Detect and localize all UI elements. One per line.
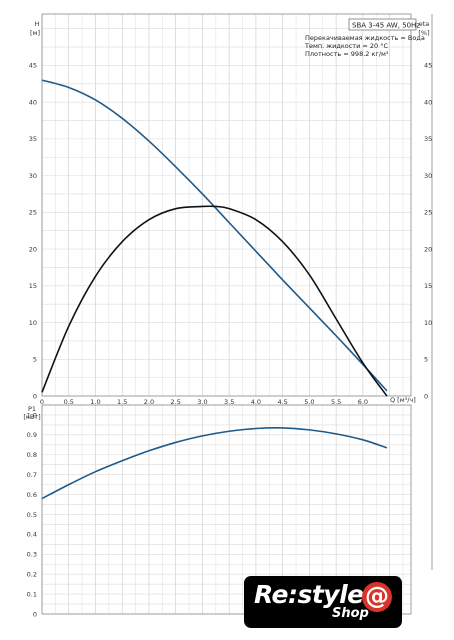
eta-tick-label: 25	[424, 209, 432, 217]
p1-tick-label: 0.6	[27, 491, 37, 499]
eta-tick-label: 30	[424, 172, 432, 180]
p1-tick-label: 1.0	[27, 411, 37, 419]
h-tick-label: 35	[29, 135, 37, 143]
head-curve	[41, 79, 388, 392]
h-tick-label: 10	[29, 319, 37, 327]
p1-tick-label: 0.4	[27, 531, 37, 539]
eta-tick-label: 35	[424, 135, 432, 143]
eta-tick-label: 20	[424, 245, 432, 253]
q-tick-label: 4.5	[277, 398, 287, 406]
power-curve	[41, 427, 388, 500]
q-tick-label: 3.5	[224, 398, 234, 406]
p1-tick-label: 0	[33, 610, 37, 618]
eta-tick-label: 5	[424, 356, 428, 364]
q-tick-label: 1.5	[117, 398, 127, 406]
logo-subtext: Shop	[332, 606, 369, 621]
p1-tick-label: 0.1	[27, 590, 37, 598]
property-liquid: Перекачиваемая жидкость = Вода	[305, 34, 425, 42]
model-title: SBA 3-45 AW, 50Hz	[352, 22, 420, 30]
h-tick-label: 5	[33, 356, 37, 364]
model-title-box	[348, 18, 417, 31]
h-tick-label: 20	[29, 245, 37, 253]
property-density: Плотность = 998.2 кг/м³	[305, 50, 389, 58]
p1-tick-label: 0.5	[27, 511, 37, 519]
q-tick-label: 0.5	[64, 398, 74, 406]
plot-frame	[41, 13, 412, 397]
eta-tick-label: 10	[424, 319, 432, 327]
eta-axis-unit: [%]	[418, 29, 429, 37]
h-axis-unit: [м]	[30, 29, 40, 37]
q-tick-label: 5.0	[304, 398, 314, 406]
upper-chart-grid	[41, 13, 433, 570]
eta-tick-label: 45	[424, 62, 432, 70]
lower-chart-ticks: 0 0.1 0.2 0.3 0.4 0.5 0.6 0.7 0.8 0.9 1.0	[27, 411, 37, 618]
q-tick-label: 3.0	[197, 398, 207, 406]
eta-tick-label: 40	[424, 98, 432, 106]
q-tick-label: 2.0	[144, 398, 154, 406]
q-axis-label: Q [м³/ч]	[390, 396, 416, 404]
q-tick-label: 1.0	[90, 398, 100, 406]
efficiency-curve	[41, 205, 388, 397]
h-tick-label: 40	[29, 98, 37, 106]
q-tick-label: 6.0	[358, 398, 368, 406]
q-tick-label: 4.0	[251, 398, 261, 406]
h-tick-label: 30	[29, 172, 37, 180]
h-axis-label: H	[35, 20, 40, 28]
q-tick-label: 5.5	[331, 398, 341, 406]
curves	[41, 79, 388, 500]
h-tick-label: 0	[33, 392, 37, 400]
lower-chart-grid	[41, 404, 412, 615]
p1-tick-label: 0.3	[27, 551, 37, 559]
p1-axis-unit: [кВт]	[23, 413, 40, 421]
p1-axis-label: P1	[28, 405, 36, 413]
h-tick-label: 15	[29, 282, 37, 290]
property-temperature: Темп. жидкости = 20 °C	[304, 42, 388, 50]
logo-text: Re:style	[254, 580, 364, 609]
q-tick-label: 0	[40, 398, 44, 406]
eta-tick-label: 0	[424, 392, 428, 400]
eta-axis-label: eta	[419, 20, 430, 28]
q-tick-label: 2.5	[171, 398, 181, 406]
h-tick-label: 45	[29, 62, 37, 70]
eta-tick-label: 15	[424, 282, 432, 290]
h-tick-label: 25	[29, 209, 37, 217]
p1-tick-label: 0.7	[27, 471, 37, 479]
p1-tick-label: 0.8	[27, 451, 37, 459]
plot-frame	[41, 404, 412, 615]
restyle-shop-logo: Re:style @ Shop	[244, 576, 402, 628]
logo-at-symbol: @	[362, 582, 392, 612]
p1-tick-label: 0.2	[27, 570, 37, 578]
p1-tick-label: 0.9	[27, 431, 37, 439]
